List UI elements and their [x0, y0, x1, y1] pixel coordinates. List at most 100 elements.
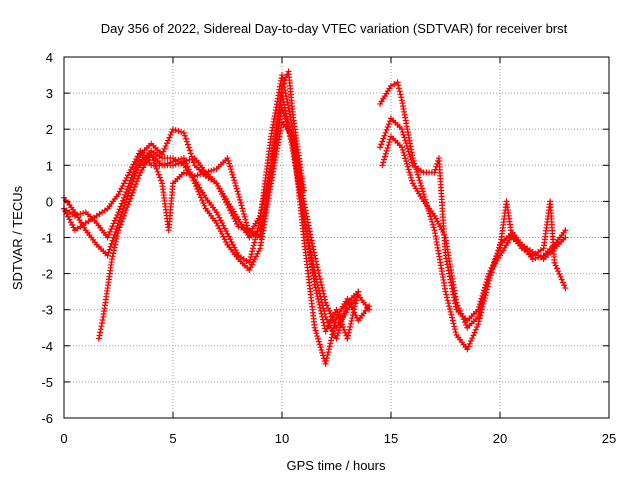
- data-point-marker: [397, 91, 404, 98]
- data-point-marker: [351, 303, 358, 310]
- data-point-marker: [286, 108, 293, 115]
- data-point-marker: [247, 253, 254, 260]
- data-point-marker: [249, 245, 256, 252]
- data-point-marker: [114, 233, 121, 240]
- data-point-marker: [311, 281, 318, 288]
- data-point-marker: [558, 276, 565, 283]
- data-point-marker: [246, 266, 253, 273]
- data-point-marker: [385, 142, 392, 149]
- data-point-marker: [401, 152, 408, 159]
- data-point-marker: [553, 265, 560, 272]
- data-point-marker: [214, 211, 221, 218]
- data-point-marker: [442, 288, 449, 295]
- data-point-marker: [123, 174, 130, 181]
- data-point-marker: [122, 177, 129, 184]
- data-point-marker: [329, 314, 336, 321]
- data-point-marker: [259, 203, 266, 210]
- data-point-marker: [406, 151, 413, 158]
- data-point-marker: [131, 183, 138, 190]
- data-point-marker: [250, 242, 257, 249]
- data-point-marker: [326, 346, 333, 353]
- data-point-marker: [98, 323, 105, 330]
- data-point-marker: [135, 175, 142, 182]
- data-point-marker: [259, 200, 266, 207]
- data-point-marker: [312, 327, 319, 334]
- data-point-marker: [170, 126, 176, 133]
- data-point-marker: [329, 331, 336, 338]
- y-tick-label: 4: [46, 50, 53, 65]
- data-point-marker: [454, 302, 461, 309]
- data-point-marker: [180, 129, 187, 136]
- data-point-marker: [247, 264, 254, 271]
- data-point-marker: [408, 156, 415, 163]
- data-point-marker: [428, 216, 435, 223]
- data-point-marker: [322, 328, 329, 335]
- data-point-marker: [379, 138, 386, 145]
- data-point-marker: [435, 220, 442, 227]
- data-point-marker: [134, 153, 141, 160]
- data-point-marker: [559, 279, 566, 286]
- data-point-marker: [385, 121, 392, 128]
- data-point-marker: [178, 159, 185, 166]
- data-point-marker: [487, 267, 494, 274]
- data-point-marker: [106, 246, 113, 253]
- data-point-marker: [217, 188, 224, 195]
- data-point-marker: [319, 313, 326, 320]
- data-point-marker: [127, 166, 134, 173]
- data-point-marker: [414, 171, 421, 178]
- data-point-marker: [404, 163, 411, 170]
- data-point-marker: [405, 148, 412, 155]
- data-point-marker: [467, 337, 474, 344]
- x-tick-label: 15: [384, 431, 398, 446]
- data-point-marker: [416, 177, 423, 184]
- data-point-marker: [249, 248, 256, 255]
- data-point-marker: [314, 333, 321, 340]
- data-point-marker: [326, 343, 333, 350]
- data-point-marker: [471, 329, 478, 336]
- data-point-marker: [418, 182, 425, 189]
- data-point-marker: [113, 235, 120, 242]
- data-point-marker: [168, 129, 175, 136]
- data-point-marker: [406, 169, 413, 176]
- data-point-marker: [129, 164, 136, 171]
- data-point-marker: [114, 230, 121, 237]
- data-point-marker: [213, 220, 220, 227]
- data-point-marker: [115, 191, 122, 198]
- data-point-marker: [380, 159, 387, 166]
- data-point-marker: [431, 169, 438, 176]
- series-trace-6: [377, 115, 569, 324]
- data-point-marker: [485, 273, 492, 280]
- data-point-marker: [150, 157, 157, 164]
- data-point-marker: [328, 334, 335, 341]
- data-point-marker: [126, 198, 133, 205]
- data-point-marker: [117, 221, 124, 228]
- data-point-marker: [415, 174, 422, 181]
- data-point-marker: [251, 256, 258, 263]
- data-point-marker: [163, 140, 170, 147]
- data-point-marker: [242, 216, 249, 223]
- data-point-marker: [220, 193, 227, 200]
- data-point-marker: [317, 307, 324, 314]
- data-point-marker: [227, 163, 234, 170]
- data-point-marker: [317, 304, 324, 311]
- data-point-marker: [326, 307, 333, 314]
- data-point-marker: [495, 248, 502, 255]
- data-point-marker: [388, 82, 394, 89]
- data-point-marker: [127, 177, 134, 184]
- data-point-marker: [335, 312, 342, 319]
- data-point-marker: [352, 300, 359, 307]
- y-tick-label: 2: [46, 122, 53, 137]
- data-point-marker: [439, 229, 446, 236]
- data-point-marker: [562, 285, 569, 292]
- data-point-marker: [377, 144, 384, 151]
- data-point-marker: [217, 228, 224, 235]
- data-point-marker: [118, 200, 125, 207]
- data-point-marker: [214, 222, 221, 229]
- data-point-marker: [438, 226, 445, 233]
- data-point-marker: [229, 171, 236, 178]
- data-point-marker: [562, 227, 569, 234]
- data-point-marker: [323, 325, 330, 332]
- series-trace-8: [61, 68, 307, 241]
- data-point-marker: [330, 325, 337, 332]
- data-point-marker: [313, 287, 320, 294]
